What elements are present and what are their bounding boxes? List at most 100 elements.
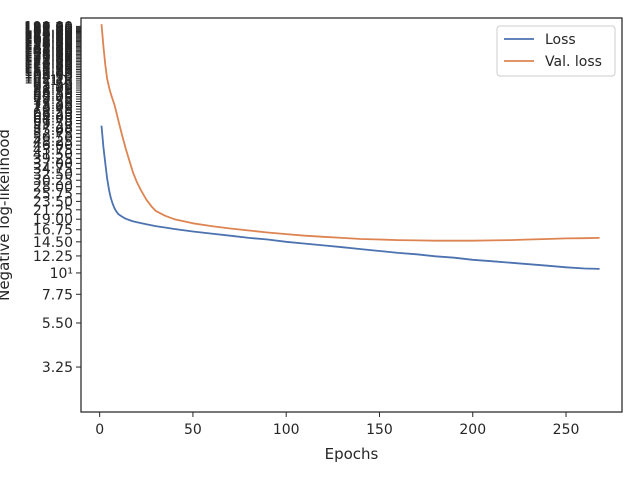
y-tick-label: 158.50 — [24, 35, 73, 51]
y-tick-label: 41.50 — [33, 147, 73, 163]
y-tick-label: 39.25 — [33, 151, 73, 167]
y-tick-label: 84.25 — [33, 87, 73, 103]
y-tick-label: 61.75 — [33, 113, 73, 129]
y-tick-label: 190.00 — [24, 19, 73, 35]
y-tick-label: 120.25 — [24, 58, 73, 74]
plot-frame — [80, 17, 623, 413]
y-tick-label: 97.75 — [33, 75, 73, 91]
y-tick-label: 19.00 — [33, 212, 73, 228]
y-tick-label: 64.00 — [33, 110, 73, 126]
y-tick-label: 113.50 — [24, 63, 73, 79]
y-tick-label: 102.25 — [24, 71, 73, 87]
y-tick-label: 176.50 — [24, 26, 73, 42]
x-tick-label: 250 — [553, 422, 580, 438]
y-tick-label: 131.50 — [24, 50, 73, 66]
x-axis-ticks: 0 50 100 150 200 250 — [95, 412, 579, 438]
y-tick-label: 3.25 — [42, 360, 73, 376]
y-tick-label: 142.75 — [24, 43, 73, 59]
y-tick-label: 151.75 — [24, 38, 73, 54]
y-tick-label: 5.50 — [42, 316, 73, 332]
y-tick-label: 147.25 — [24, 41, 73, 57]
y-tick-label: 183.25 — [24, 22, 73, 38]
y-tick-label: 82.00 — [33, 90, 73, 106]
y-tick-label: 46.00 — [33, 138, 73, 154]
y-tick-label: 66.25 — [33, 108, 73, 124]
y-tick-label: 37.00 — [33, 156, 73, 172]
y-tick-label: 167.50 — [24, 30, 73, 46]
y-tick-label: 163.00 — [24, 32, 73, 48]
y-tick-label: 79.75 — [33, 92, 73, 108]
y-tick-label: 187.75 — [24, 20, 73, 36]
y-axis-label: Negative log-likelihood — [0, 129, 13, 301]
y-tick-label: 25.75 — [33, 187, 73, 203]
y-tick-label: 10¹ — [50, 266, 73, 282]
x-tick-label: 0 — [95, 422, 104, 438]
y-tick-label: 185.50 — [24, 21, 73, 37]
x-tick-label: 200 — [459, 422, 486, 438]
y-tick-label: 178.75 — [24, 24, 73, 40]
y-tick-label: 21.25 — [33, 203, 73, 219]
y-axis-ticks: 3.25 5.50 7.75 10¹12.2514.5016.7519.0021.25… — [24, 19, 81, 376]
y-tick-label: 106.75 — [24, 68, 73, 84]
y-tick-label: 109.00 — [24, 66, 73, 82]
y-tick-label: 93.25 — [33, 79, 73, 95]
y-tick-label: 149.50 — [24, 39, 73, 55]
y-tick-label: 7.75 — [42, 287, 73, 303]
y-tick-label: 57.25 — [33, 120, 73, 136]
y-tick-label: 122.50 — [24, 56, 73, 72]
x-axis-label: Epochs — [325, 445, 379, 463]
y-tick-label: 88.75 — [33, 83, 73, 99]
y-tick-label: 50.50 — [33, 130, 73, 146]
y-tick-label: 136.00 — [24, 47, 73, 63]
y-tick-label: 145.00 — [24, 42, 73, 58]
y-tick-label: 181.00 — [24, 23, 73, 39]
legend: Loss Val. loss — [496, 25, 616, 77]
y-tick-label: 23.50 — [33, 194, 73, 210]
y-tick-label: 156.25 — [24, 36, 73, 52]
y-tick-label: 14.50 — [33, 235, 73, 251]
y-tick-label: 115.75 — [24, 61, 73, 77]
x-tick-label: 100 — [273, 422, 300, 438]
y-tick-label: 73.00 — [33, 99, 73, 115]
y-tick-label: 169.75 — [24, 29, 73, 45]
y-tick-label: 34.75 — [33, 162, 73, 178]
y-tick-label: 174.25 — [24, 27, 73, 43]
y-tick-label: 133.75 — [24, 49, 73, 65]
y-tick-label: 10² — [50, 73, 73, 89]
y-tick-label: 12.25 — [33, 249, 73, 265]
y-tick-label: 172.00 — [24, 28, 73, 44]
legend-label-loss: Loss — [545, 32, 576, 48]
y-tick-label: 118.00 — [24, 59, 73, 75]
y-tick-label: 32.50 — [33, 167, 73, 183]
y-tick-label: 140.50 — [24, 45, 73, 61]
y-tick-label: 30.25 — [33, 173, 73, 189]
y-tick-label: 154.00 — [24, 37, 73, 53]
x-tick-label: 150 — [366, 422, 393, 438]
y-tick-label: 68.50 — [33, 105, 73, 121]
y-tick-label: 104.50 — [24, 69, 73, 85]
y-tick-label: 165.25 — [24, 31, 73, 47]
y-tick-label: 52.75 — [33, 127, 73, 143]
y-tick-label: 127.00 — [24, 53, 73, 69]
y-tick-label: 28.00 — [33, 180, 73, 196]
y-tick-label: 70.75 — [33, 102, 73, 118]
y-tick-label: 55.00 — [33, 123, 73, 139]
series-layer — [100, 24, 600, 270]
y-tick-label: 160.75 — [24, 33, 73, 49]
y-tick-label: 95.50 — [33, 77, 73, 93]
y-tick-label: 16.75 — [33, 223, 73, 239]
y-tick-label: 43.75 — [33, 142, 73, 158]
y-tick-label: 91.00 — [33, 81, 73, 97]
x-tick-label: 50 — [184, 422, 202, 438]
y-tick-label: 77.50 — [33, 94, 73, 110]
y-tick-label: 48.25 — [33, 134, 73, 150]
y-tick-label: 138.25 — [24, 46, 73, 62]
y-tick-label: 111.25 — [24, 64, 73, 80]
y-tick-label: 129.25 — [24, 52, 73, 68]
y-tick-label: 75.25 — [33, 97, 73, 113]
y-tick-label: 124.75 — [24, 55, 73, 71]
y-tick-label: 59.50 — [33, 117, 73, 133]
legend-label-val-loss: Val. loss — [545, 54, 602, 70]
y-tick-label: 86.50 — [33, 85, 73, 101]
